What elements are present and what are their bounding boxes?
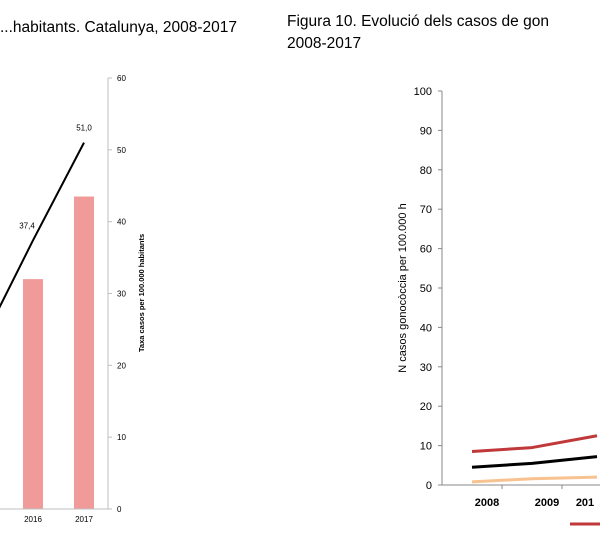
bar-2017 bbox=[74, 196, 94, 509]
right-y-tick-90: 90 bbox=[420, 125, 432, 137]
right-y-tick-0: 0 bbox=[426, 480, 432, 492]
series-line-homes bbox=[471, 434, 598, 454]
right-x-tick-2009: 2009 bbox=[535, 497, 559, 509]
series-line-total bbox=[471, 455, 598, 469]
right-y-tick-30: 30 bbox=[420, 362, 432, 374]
bar-2016 bbox=[23, 279, 43, 509]
left-y2-axis-label: Taxa casos per 100.000 habitants bbox=[137, 234, 146, 352]
rate-label-2017: 51,0 bbox=[76, 124, 92, 133]
right-chart-title-line-2: 2008-2017 bbox=[287, 35, 362, 52]
right-y-tick-40: 40 bbox=[420, 322, 432, 334]
left-y2-tick-0: 0 bbox=[117, 505, 122, 514]
right-y-tick-70: 70 bbox=[420, 204, 432, 216]
right-y-tick-10: 10 bbox=[420, 441, 432, 453]
right-y-tick-60: 60 bbox=[420, 244, 432, 256]
right-y-tick-100: 100 bbox=[414, 86, 432, 98]
rate-line bbox=[0, 142, 85, 309]
left-x-tick-2017: 2017 bbox=[75, 515, 93, 524]
left-y2-tick-30: 30 bbox=[117, 290, 126, 299]
right-y-tick-50: 50 bbox=[420, 283, 432, 295]
left-y2-tick-20: 20 bbox=[117, 361, 126, 370]
left-y2-tick-10: 10 bbox=[117, 433, 126, 442]
right-y-axis-label: N casos gonocòccia per 100.000 h bbox=[397, 203, 409, 372]
series-line-dones bbox=[471, 475, 598, 484]
left-y2-tick-60: 60 bbox=[117, 74, 126, 83]
left-chart-title: ...habitants. Catalunya, 2008-2017 bbox=[0, 19, 237, 36]
rate-label-2016: 37,4 bbox=[19, 221, 35, 230]
right-y-tick-80: 80 bbox=[420, 165, 432, 177]
right-x-tick-2008: 2008 bbox=[475, 497, 499, 509]
right-chart-title-line-1: Figura 10. Evolució dels casos de gon bbox=[287, 13, 549, 30]
left-y2-tick-50: 50 bbox=[117, 146, 126, 155]
right-x-tick-201: 201 bbox=[576, 497, 594, 509]
left-x-tick-2016: 2016 bbox=[24, 515, 42, 524]
left-y2-tick-40: 40 bbox=[117, 218, 126, 227]
right-y-tick-20: 20 bbox=[420, 401, 432, 413]
